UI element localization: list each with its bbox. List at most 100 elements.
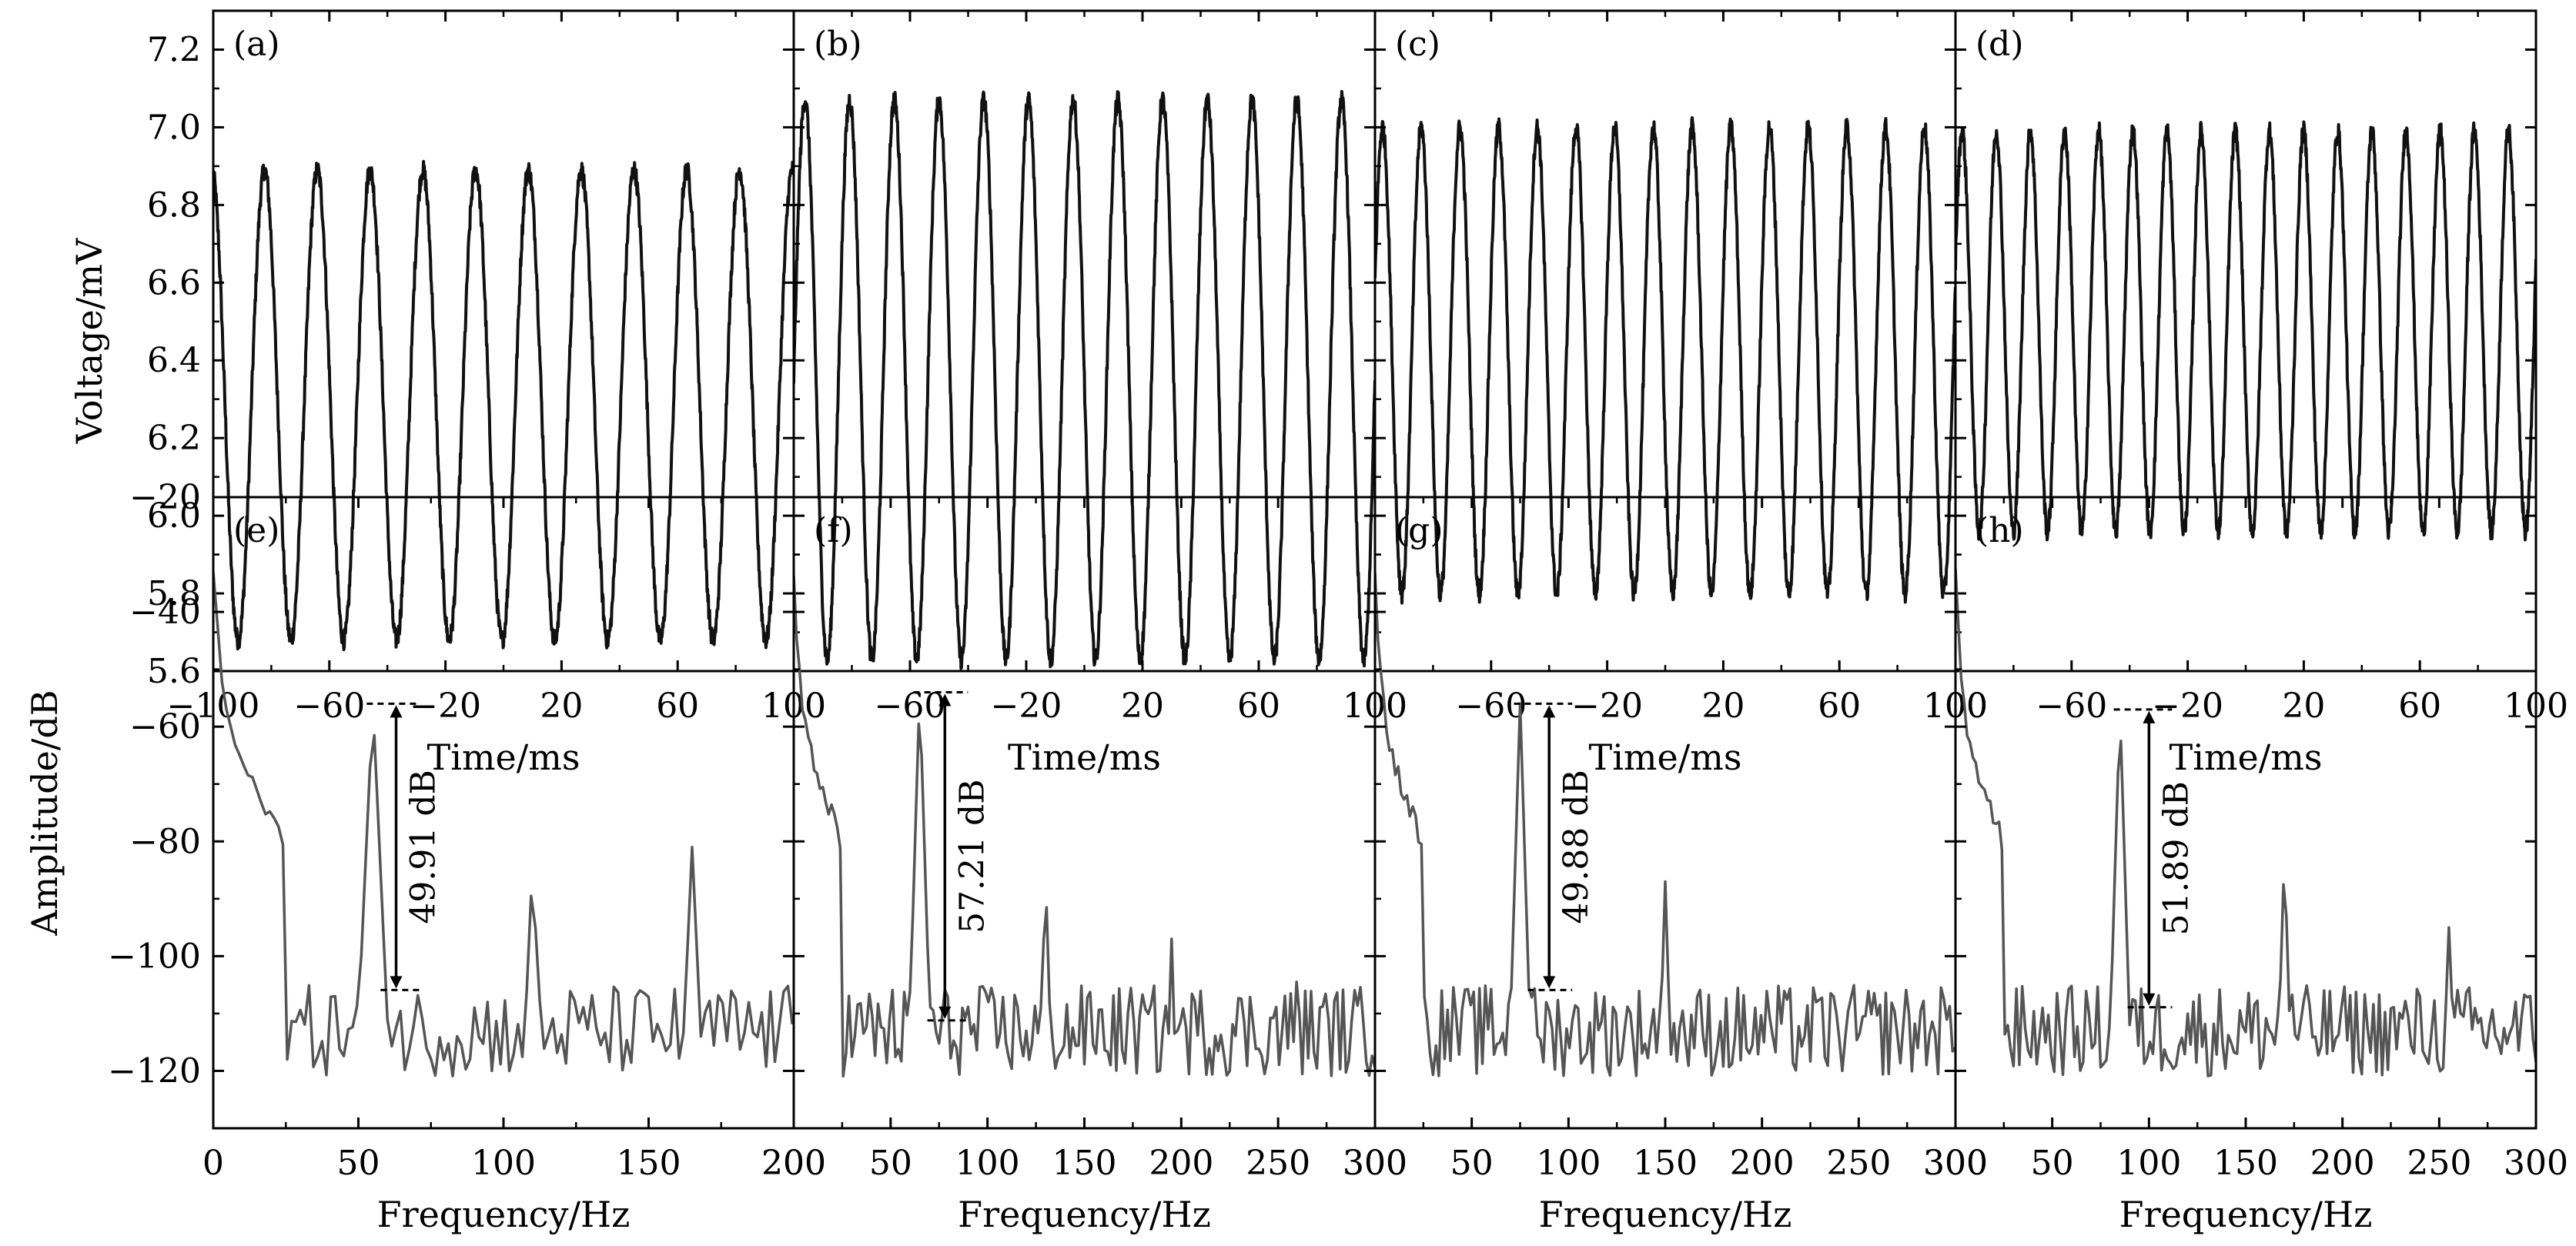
y-tick-label: 6.8 [147,185,201,225]
x-tick-label: −60 [875,686,946,726]
x-axis-title: Time/ms [1008,737,1161,778]
x-tick-label: 100 [1536,1144,1601,1183]
voltage-trace-c [1375,116,1955,605]
annotation-arrow-head-down [2143,993,2156,1006]
spectrum-trace-f [794,575,1375,1078]
annotation-label: 51.89 dB [2156,781,2196,935]
x-tick-label: 20 [1701,686,1745,726]
panel-label: (e) [233,511,279,550]
annotation-arrow-head-down [1543,976,1556,989]
y-tick-label: 7.2 [147,30,201,69]
y-tick-label: 6.4 [147,341,201,380]
x-tick-label: 300 [1343,1144,1407,1183]
voltage-trace-b [794,89,1375,670]
x-tick-label: −20 [410,686,481,726]
x-tick-label: 300 [2504,1144,2568,1183]
x-axis-title: Frequency/Hz [958,1194,1211,1235]
panel-label: (d) [1975,25,2024,64]
x-tick-label: 20 [1121,686,1164,726]
x-tick-label: 200 [761,1144,826,1183]
x-tick-label: −20 [991,686,1062,726]
x-tick-label: −20 [1571,686,1643,726]
y-tick-label: 5.6 [147,652,201,691]
y-tick-label: 6.0 [147,496,201,536]
x-tick-label: 60 [656,686,699,726]
y-tick-label: −100 [108,937,201,976]
x-tick-label: 50 [337,1144,380,1183]
panel-frame [1954,496,2538,1130]
x-tick-label: −20 [2152,686,2223,726]
x-tick-label: 60 [1818,686,1861,726]
x-tick-label: 300 [1923,1144,1988,1183]
voltage-trace-d [1955,120,2536,542]
annotation-arrow-head-down [390,976,403,989]
y-tick-label: 7.0 [147,108,201,147]
x-tick-label: −60 [1455,686,1527,726]
panel-d [1954,9,2538,673]
x-axis-title: Frequency/Hz [2119,1194,2373,1235]
x-tick-label: 150 [1052,1144,1117,1183]
panel-label: (h) [1975,511,2024,550]
y-tick-label: −20 [129,478,201,517]
panel-a [212,9,795,673]
voltage-trace-a [213,159,794,652]
y-tick-label: 6.6 [147,263,201,302]
y-tick-label: −40 [129,593,201,632]
x-tick-label: 150 [1633,1144,1698,1183]
x-tick-label: 100 [955,1144,1020,1183]
x-tick-label: 300 [1343,1144,1407,1183]
x-axis-title: Time/ms [427,737,580,778]
annotation-arrow-head-up [938,693,952,707]
panel-f [792,496,1377,1130]
panel-label: (g) [1395,511,1444,550]
panel-label: (c) [1395,25,1440,64]
x-axis-title: Frequency/Hz [1539,1194,1792,1235]
x-tick-label: 60 [2398,686,2441,726]
panel-label: (a) [233,25,280,64]
x-tick-label: 50 [1450,1144,1494,1183]
x-tick-label: 250 [2407,1144,2471,1183]
annotation-label: 49.91 dB [404,770,443,924]
x-tick-label: 200 [761,1144,826,1183]
panel-h [1954,496,2538,1130]
x-tick-label: 50 [2031,1144,2074,1183]
annotation-arrow-head-down [938,1006,952,1019]
panel-label: (b) [814,25,862,64]
x-axis-title: Time/ms [1589,737,1742,778]
x-axis-title: Time/ms [2170,737,2323,778]
x-tick-label: 150 [617,1144,681,1183]
annotation-arrow-head-up [390,705,403,718]
x-tick-label: 50 [869,1144,912,1183]
panel-label: (f) [814,511,853,550]
annotation-arrow-head-up [1543,705,1556,718]
x-tick-label: 200 [1149,1144,1213,1183]
annotation-label: 49.88 dB [1557,770,1596,924]
x-tick-label: −60 [2036,686,2107,726]
annotation-label: 57.21 dB [952,779,992,933]
x-tick-label: 0 [202,1144,224,1183]
spectrum-trace-e [213,571,794,1078]
x-tick-label: 100 [471,1144,536,1183]
y-tick-label: 6.2 [147,419,201,458]
x-tick-label: 100 [2116,1144,2181,1183]
spectrum-trace-h [1955,568,2536,1077]
panel-c [1373,9,1957,673]
spectrum-trace-g [1375,572,1955,1077]
x-tick-label: 200 [2310,1144,2375,1183]
y-axis-title: Voltage/mV [69,238,110,444]
x-tick-label: 150 [2213,1144,2278,1183]
y-tick-label: −60 [129,707,201,747]
y-tick-label: −120 [108,1051,201,1091]
y-tick-label: −80 [129,822,201,861]
x-tick-label: 250 [1246,1144,1310,1183]
y-axis-title: Amplitude/dB [24,690,65,936]
x-tick-label: 20 [540,686,583,726]
x-tick-label: 200 [1730,1144,1795,1183]
y-tick-label: 5.8 [147,574,201,613]
panel-b [792,9,1377,673]
x-tick-label: 60 [1237,686,1280,726]
x-axis-title: Frequency/Hz [377,1194,631,1235]
x-tick-label: 300 [1923,1144,1988,1183]
